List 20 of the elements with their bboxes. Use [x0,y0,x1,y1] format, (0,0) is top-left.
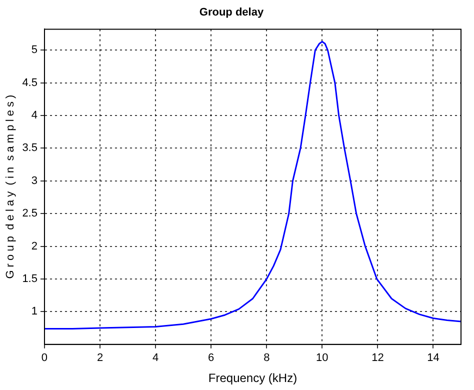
y-tick-label: 2 [31,240,38,252]
x-tick-label: 2 [96,352,104,364]
x-tick-label: 14 [427,352,440,364]
y-tick-label: 5 [31,44,38,56]
y-tick-label: 3.5 [22,142,38,154]
x-tick-label: 12 [372,352,384,364]
x-axis-title: Frequency (kHz) [208,371,298,386]
x-tick-label: 4 [152,352,159,364]
y-tick-label: 3 [31,174,38,187]
chart-title: Group delay [199,6,264,19]
x-tick-label: 0 [41,352,48,364]
x-tick-label: 10 [316,352,328,364]
y-tick-label: 1.5 [22,273,38,286]
y-tick-label: 2.5 [22,208,38,220]
x-tick-label: 8 [264,352,270,364]
y-tick-label: 4 [31,110,38,122]
y-tick-label: 4.5 [22,76,38,89]
x-tick-label: 6 [208,352,214,364]
y-axis-title: G r o u p d e l a y ( i n s a m p l e s ) [4,94,17,279]
y-tick-label: 1 [31,306,38,318]
